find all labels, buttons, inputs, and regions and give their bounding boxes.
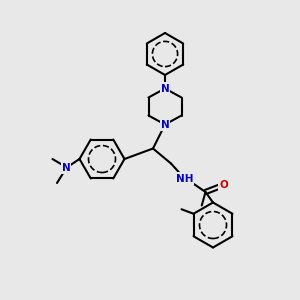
Text: N: N [61, 163, 70, 173]
Text: NH: NH [176, 173, 193, 184]
Text: N: N [160, 119, 169, 130]
Text: O: O [219, 179, 228, 190]
Text: N: N [160, 83, 169, 94]
